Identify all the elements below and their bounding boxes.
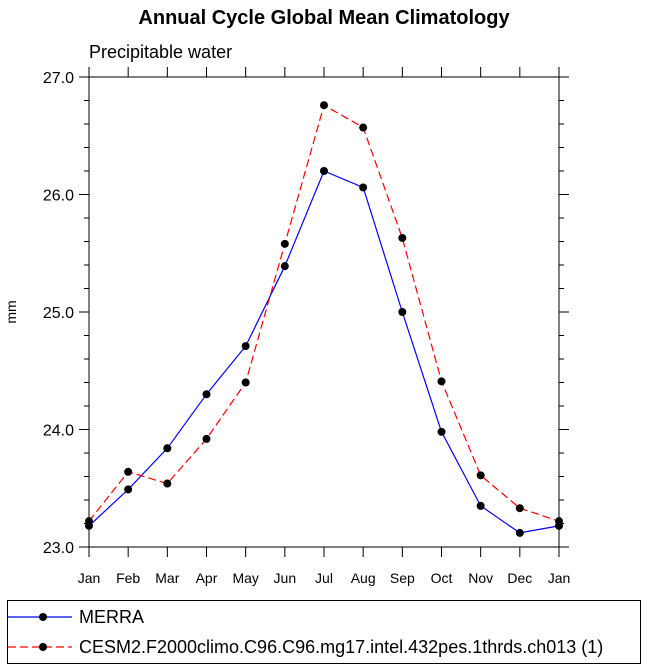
y-tick-label: 27.0 [43, 70, 74, 87]
data-point-cesm2 [320, 101, 328, 110]
y-axis-label: mm [3, 300, 19, 323]
data-point-cesm2 [437, 377, 446, 386]
x-tick-label: Mar [155, 570, 179, 586]
x-tick-label: Jun [274, 570, 297, 586]
x-tick-label: Nov [468, 570, 493, 586]
chart-title: Annual Cycle Global Mean Climatology [138, 7, 510, 29]
y-tick-label: 26.0 [43, 188, 74, 205]
x-tick-label: Jan [78, 570, 101, 586]
data-point-merra [202, 390, 211, 399]
data-point-merra [359, 183, 368, 192]
data-point-cesm2 [515, 504, 524, 513]
x-tick-label: Dec [507, 570, 532, 586]
legend-key-marker-merra [39, 613, 47, 621]
data-point-cesm2 [124, 467, 133, 476]
x-tick-label: Jul [315, 570, 333, 586]
x-tick-label: Jan [548, 570, 571, 586]
data-point-cesm2 [555, 517, 563, 526]
legend-label-merra: MERRA [79, 607, 144, 627]
plot-area: 23.0 24.0 25.0 26.0 27.0 Jan Feb Mar Apr May Jun Ju… [43, 67, 570, 586]
data-point-merra [163, 444, 172, 453]
data-point-merra [280, 262, 289, 271]
plot-frame [88, 76, 560, 548]
x-tick-label: Oct [431, 570, 453, 586]
x-tick-label: Aug [351, 570, 376, 586]
data-point-cesm2 [398, 233, 407, 242]
legend-key-marker-cesm2 [39, 643, 47, 651]
data-point-cesm2 [359, 123, 368, 132]
data-point-cesm2 [280, 239, 289, 248]
data-point-merra [515, 528, 524, 537]
data-point-cesm2 [85, 517, 93, 526]
legend: MERRA CESM2.F2000climo.C96.C96.mg17.inte… [7, 600, 641, 664]
data-point-merra [398, 308, 407, 316]
x-tick-label: May [232, 570, 258, 586]
data-point-cesm2 [163, 479, 172, 488]
x-tick-label: Feb [116, 570, 140, 586]
data-point-merra [320, 167, 328, 175]
x-tick-label: Apr [196, 570, 218, 586]
data-point-cesm2 [476, 471, 485, 480]
y-tick-label: 24.0 [43, 423, 74, 440]
x-tick-label: Sep [390, 570, 415, 586]
y-tick-label: 23.0 [43, 540, 74, 557]
chart-subtitle: Precipitable water [89, 42, 232, 62]
data-point-merra [437, 427, 446, 436]
series-line-merra [88, 170, 560, 534]
y-tick-label: 25.0 [43, 305, 74, 322]
data-point-merra [476, 501, 485, 510]
data-point-merra [124, 485, 133, 494]
legend-keys: MERRA CESM2.F2000climo.C96.C96.mg17.inte… [8, 607, 603, 657]
legend-label-cesm2: CESM2.F2000climo.C96.C96.mg17.intel.432p… [79, 637, 603, 657]
data-point-cesm2 [202, 434, 211, 443]
data-point-merra [241, 342, 250, 351]
data-point-cesm2 [241, 378, 250, 387]
